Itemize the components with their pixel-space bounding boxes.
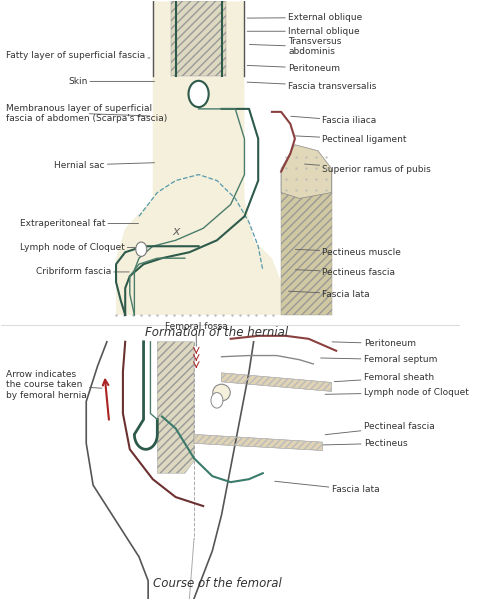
Text: Internal oblique: Internal oblique bbox=[247, 27, 359, 36]
Polygon shape bbox=[157, 342, 194, 473]
Text: Course of the femoral: Course of the femoral bbox=[152, 577, 281, 590]
Text: Hernial sac: Hernial sac bbox=[54, 161, 154, 170]
Text: Peritoneum: Peritoneum bbox=[332, 339, 416, 348]
Text: Skin: Skin bbox=[68, 77, 154, 86]
Text: External oblique: External oblique bbox=[247, 13, 362, 22]
Polygon shape bbox=[171, 1, 226, 76]
Polygon shape bbox=[194, 434, 322, 451]
Text: Extraperitoneal fat: Extraperitoneal fat bbox=[20, 219, 138, 228]
Text: Femoral septum: Femoral septum bbox=[320, 355, 437, 364]
Text: Arrow indicates
the course taken
by femoral hernia: Arrow indicates the course taken by femo… bbox=[6, 370, 102, 400]
Text: Cribriform fascia: Cribriform fascia bbox=[36, 268, 130, 277]
Text: Pectineus: Pectineus bbox=[318, 439, 407, 448]
Text: Peritoneum: Peritoneum bbox=[247, 64, 340, 73]
Text: Fascia iliaca: Fascia iliaca bbox=[291, 116, 376, 125]
Text: Membranous layer of superficial
fascia of abdomen (Scarpa's fascia): Membranous layer of superficial fascia o… bbox=[6, 104, 167, 124]
Text: x: x bbox=[172, 225, 179, 238]
Text: Formation of the hernial: Formation of the hernial bbox=[146, 326, 288, 339]
Text: Pectineal ligament: Pectineal ligament bbox=[296, 135, 407, 144]
Text: Transversus
abdominis: Transversus abdominis bbox=[249, 37, 341, 56]
Text: Lymph node of Cloquet: Lymph node of Cloquet bbox=[325, 388, 468, 397]
Ellipse shape bbox=[213, 384, 230, 401]
Circle shape bbox=[188, 81, 208, 107]
Circle shape bbox=[136, 242, 147, 256]
Polygon shape bbox=[116, 1, 281, 315]
Text: Pectineus fascia: Pectineus fascia bbox=[296, 268, 395, 277]
Text: Femoral sheath: Femoral sheath bbox=[335, 373, 434, 382]
Polygon shape bbox=[281, 145, 332, 199]
Text: Fascia transversalis: Fascia transversalis bbox=[247, 82, 376, 91]
Text: Superior ramus of pubis: Superior ramus of pubis bbox=[304, 164, 431, 175]
Text: Fascia lata: Fascia lata bbox=[288, 290, 370, 299]
Text: Femoral fossa: Femoral fossa bbox=[165, 322, 227, 346]
Text: Pectineal fascia: Pectineal fascia bbox=[325, 422, 434, 434]
Polygon shape bbox=[222, 373, 332, 391]
Text: Fatty layer of superficial fascia: Fatty layer of superficial fascia bbox=[6, 50, 150, 59]
Text: Pectineus muscle: Pectineus muscle bbox=[296, 248, 401, 257]
Polygon shape bbox=[281, 169, 332, 315]
Circle shape bbox=[211, 392, 223, 408]
Text: Fascia lata: Fascia lata bbox=[275, 481, 379, 494]
Text: Lymph node of Cloquet: Lymph node of Cloquet bbox=[20, 243, 138, 252]
